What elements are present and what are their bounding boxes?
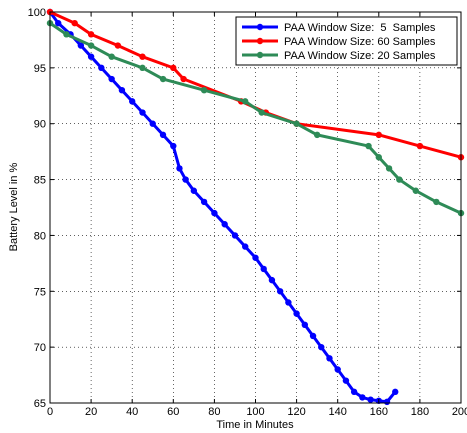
data-point	[433, 198, 440, 206]
legend-label: PAA Window Size: 5 Samples	[284, 22, 436, 34]
x-tick-label: 160	[370, 406, 388, 418]
x-tick-label: 140	[329, 406, 347, 418]
x-axis-label: Time in Minutes	[216, 419, 294, 431]
data-point	[159, 75, 167, 83]
y-tick-label: 85	[34, 175, 46, 187]
data-point	[334, 366, 341, 373]
data-point	[383, 398, 391, 406]
data-point	[63, 31, 70, 38]
data-point	[55, 19, 62, 27]
data-point	[396, 176, 403, 183]
data-point	[139, 109, 146, 116]
data-point	[98, 64, 105, 72]
data-point	[258, 109, 265, 116]
y-tick-label: 95	[34, 63, 46, 75]
y-tick-label: 65	[34, 398, 46, 410]
data-point	[309, 332, 317, 340]
data-point	[276, 288, 284, 295]
data-point	[301, 321, 309, 328]
data-point	[242, 243, 249, 250]
data-point	[392, 388, 399, 396]
legend-swatch-marker	[256, 51, 264, 59]
data-point	[149, 120, 156, 127]
data-point	[180, 75, 187, 83]
data-point	[342, 377, 350, 384]
y-axis-label: Battery Level in %	[8, 162, 20, 251]
x-tick-label: 80	[208, 406, 220, 418]
data-point	[182, 176, 189, 183]
data-point	[367, 396, 374, 403]
data-point	[268, 276, 276, 284]
data-point	[77, 42, 85, 49]
x-tick-label: 40	[126, 406, 138, 418]
data-point	[118, 87, 126, 94]
x-tick-label: 200	[452, 406, 467, 418]
data-point	[170, 64, 177, 72]
data-point	[359, 394, 366, 401]
x-tick-label: 120	[287, 406, 305, 418]
y-tick-label: 90	[34, 119, 46, 131]
data-point	[176, 165, 183, 172]
data-point	[365, 142, 372, 150]
y-tick-label: 70	[34, 342, 46, 354]
data-point	[385, 165, 393, 172]
x-tick-label: 100	[246, 406, 264, 418]
x-tick-label: 180	[411, 406, 429, 418]
plot-background	[50, 12, 461, 403]
data-point	[114, 42, 122, 49]
data-point	[231, 232, 239, 239]
y-tick-label: 80	[34, 230, 46, 242]
data-point	[87, 42, 95, 49]
data-point	[190, 187, 198, 194]
legend-swatch-marker	[256, 37, 264, 45]
legend-swatch-marker	[256, 23, 264, 31]
data-point	[375, 154, 382, 161]
legend: PAA Window Size: 5 Samples PAA Window Siz…	[235, 16, 458, 66]
data-point	[200, 198, 208, 206]
series-line	[49, 21, 462, 215]
data-point	[108, 75, 115, 83]
data-point	[375, 131, 382, 139]
data-point	[221, 221, 228, 228]
data-point	[129, 98, 136, 105]
data-point	[108, 53, 115, 60]
data-point	[139, 53, 146, 60]
x-tick-label: 60	[167, 406, 179, 418]
data-point	[318, 343, 325, 351]
y-tick-label: 75	[34, 286, 46, 298]
data-point	[170, 142, 177, 150]
data-point	[293, 310, 300, 317]
data-point	[159, 131, 167, 139]
data-point	[260, 265, 267, 273]
legend-label: PAA Window Size: 20 Samples	[284, 50, 436, 62]
legend-label: PAA Window Size: 60 Samples	[284, 36, 436, 48]
y-tick-label: 100	[28, 7, 46, 19]
data-point	[350, 388, 358, 396]
data-point	[252, 254, 259, 261]
data-point	[412, 187, 419, 194]
data-point	[293, 120, 300, 127]
data-point	[242, 98, 249, 105]
data-point	[416, 142, 424, 150]
data-point	[211, 209, 218, 217]
data-point	[326, 355, 333, 362]
data-point	[71, 19, 78, 27]
data-point	[313, 131, 321, 139]
x-tick-label: 0	[47, 406, 53, 418]
data-point	[139, 64, 146, 72]
data-point	[87, 53, 95, 60]
data-point	[87, 31, 95, 38]
data-point	[285, 299, 292, 306]
x-tick-label: 20	[85, 406, 97, 418]
data-point	[200, 87, 208, 94]
tick-group: 0 20 40 60 80 100 120 140 160 180 200 65 70 75 80 85 90 9…	[28, 7, 467, 418]
grid-lines	[50, 12, 461, 403]
